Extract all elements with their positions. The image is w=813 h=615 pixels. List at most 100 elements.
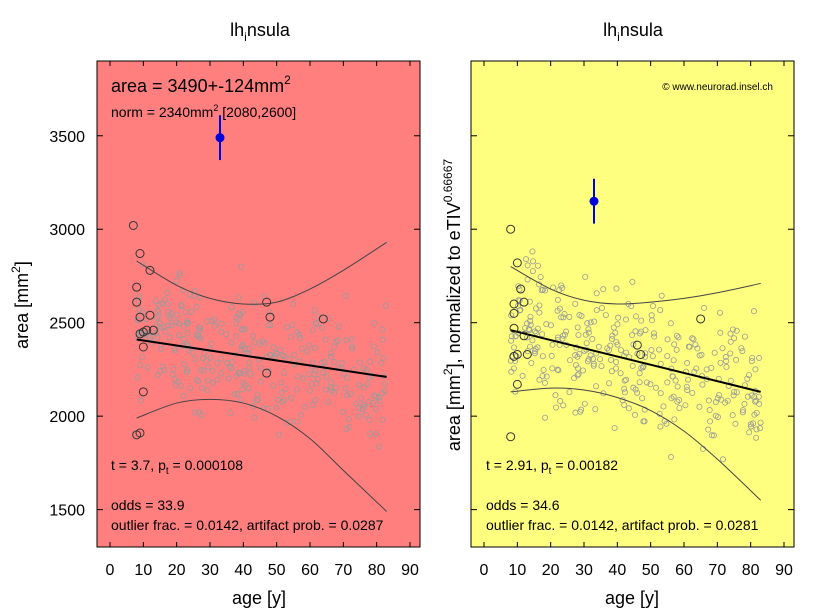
sample-point (623, 349, 630, 356)
sample-point (753, 426, 760, 433)
sample-point (241, 367, 248, 374)
lower-confidence-band (136, 398, 388, 512)
sample-point (689, 389, 696, 396)
sample-point (509, 353, 516, 360)
sample-point (159, 300, 166, 307)
sample-point (138, 354, 145, 361)
outlier-point (509, 323, 519, 333)
sample-point (325, 315, 332, 322)
sample-point (524, 320, 531, 327)
sample-point (580, 367, 587, 374)
sample-point (638, 364, 645, 371)
sample-point (566, 313, 573, 320)
sample-point (379, 416, 386, 423)
sample-point (379, 326, 386, 333)
sample-point (165, 300, 172, 307)
sample-point (576, 350, 583, 357)
sample-point (182, 309, 189, 316)
sample-point (299, 375, 306, 382)
sample-point (575, 331, 582, 338)
sample-point (245, 385, 252, 392)
sample-point (613, 285, 620, 292)
sample-point (165, 322, 172, 329)
sample-point (705, 426, 712, 433)
sample-point (664, 379, 671, 386)
sample-point (240, 341, 247, 348)
sample-point (196, 334, 203, 341)
sample-point (344, 375, 351, 382)
sample-point (287, 333, 294, 340)
sample-point (749, 354, 756, 361)
y-tick-label: 2500 (49, 316, 85, 333)
sample-point (527, 313, 534, 320)
left-outlier-stat: outlier frac. = 0.0142, artifact prob. =… (111, 517, 384, 533)
sample-point (589, 336, 596, 343)
sample-point (555, 367, 562, 374)
left-outlier-points (128, 220, 328, 440)
sample-point (359, 405, 366, 412)
sample-point (621, 385, 628, 392)
sample-point (669, 373, 676, 380)
sample-point (313, 320, 320, 327)
sample-point (367, 358, 374, 365)
outlier-point (128, 220, 138, 230)
sample-point (658, 292, 665, 299)
x-tick-label: 0 (106, 562, 115, 579)
outlier-point (519, 297, 529, 307)
outlier-point (506, 224, 516, 234)
sample-point (291, 351, 298, 358)
sample-point (328, 387, 335, 394)
sample-point (716, 392, 723, 399)
sample-point (730, 392, 737, 399)
sample-point (365, 398, 372, 405)
sample-point (731, 388, 738, 395)
sample-point (180, 323, 187, 330)
sample-point (321, 359, 328, 366)
sample-point (714, 413, 721, 420)
sample-point (531, 328, 538, 335)
sample-point (279, 351, 286, 358)
sample-point (608, 356, 615, 363)
regression-line (136, 338, 387, 378)
right-panel: lhinsula 0 10 20 30 40 50 60 70 80 90 © www.neuro… (441, 20, 795, 608)
sample-point (632, 313, 639, 320)
sample-point (344, 392, 351, 399)
sample-point (345, 416, 352, 423)
sample-point (609, 332, 616, 339)
sample-point (250, 402, 257, 409)
sample-point (719, 345, 726, 352)
copyright-notice: © www.neurorad.insel.ch (662, 82, 773, 93)
sample-point (218, 328, 225, 335)
sample-point (572, 300, 579, 307)
sample-point (343, 292, 350, 299)
sample-point (606, 380, 613, 387)
sample-point (325, 399, 332, 406)
sample-point (529, 337, 536, 344)
sample-point (309, 327, 316, 334)
sample-point (512, 358, 519, 365)
sample-point (241, 370, 248, 377)
x-tick-label: 50 (268, 562, 286, 579)
left-y-axis-label: area [mm2] (9, 261, 32, 349)
sample-point (642, 350, 649, 357)
x-tick-label: 60 (675, 562, 693, 579)
sample-point (204, 377, 211, 384)
sample-point (699, 381, 706, 388)
sample-point (223, 331, 230, 338)
sample-point (156, 320, 163, 327)
sample-point (529, 268, 536, 275)
sample-point (191, 356, 198, 363)
sample-point (593, 307, 600, 314)
sample-point (587, 319, 594, 326)
sample-point (682, 402, 689, 409)
sample-point (710, 432, 717, 439)
right-panel-title: lhinsula (603, 20, 664, 44)
sample-point (751, 394, 758, 401)
right-y-axis-ticks (471, 135, 794, 511)
sample-point (671, 341, 678, 348)
sample-point (636, 379, 643, 386)
sample-point (306, 342, 313, 349)
sample-point (706, 407, 713, 414)
sample-point (707, 418, 714, 425)
x-tick-label: 50 (642, 562, 660, 579)
